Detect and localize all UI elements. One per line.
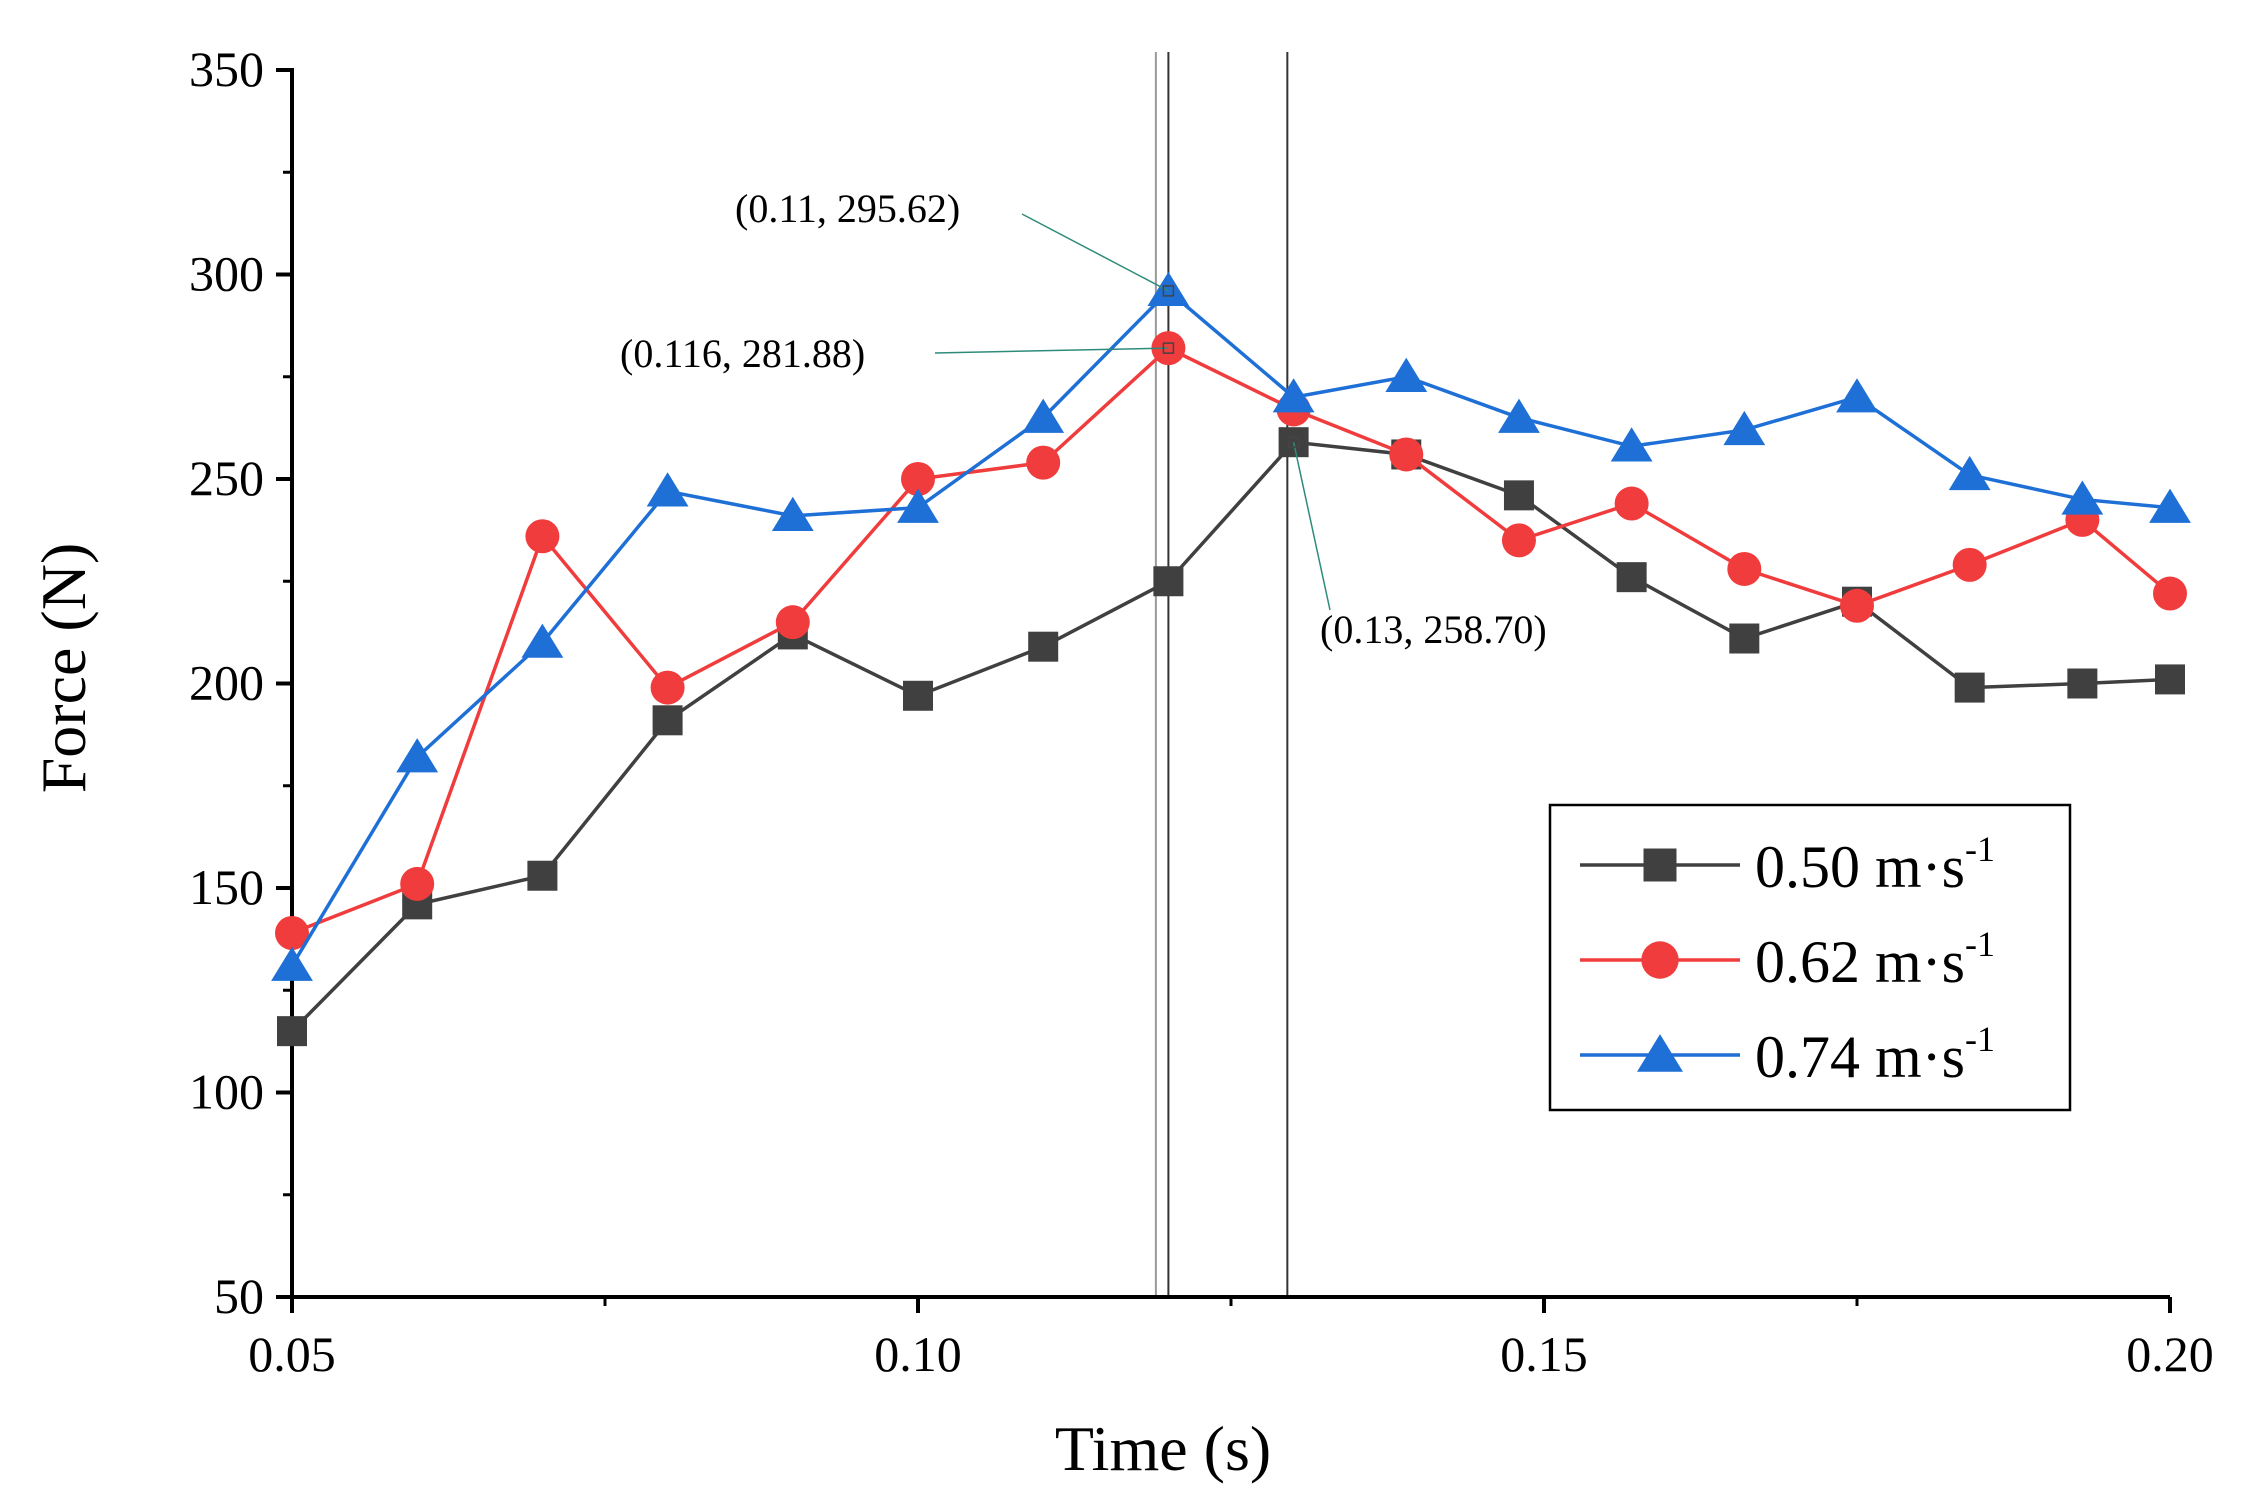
data-point-s2-13 [1836, 378, 1878, 413]
y-tick-label-300: 300 [189, 246, 264, 302]
data-point-s2-5 [897, 488, 939, 523]
data-point-s1-3 [650, 670, 685, 705]
legend-item-1: 0.62 m·s-1 [1580, 924, 1995, 995]
data-point-s2-7 [1147, 271, 1190, 307]
axes: 50 100 150 200 250 300 350 0.05 0.10 0.15 0.20 [189, 41, 2214, 1382]
data-point-s1-10 [1501, 523, 1536, 558]
legend-marker-0 [1643, 848, 1677, 882]
annotation-label-2: (0.13, 258.70) [1320, 607, 1547, 652]
data-point-s0-14 [1954, 672, 1985, 703]
annotation-label-1: (0.116, 281.88) [620, 331, 865, 376]
data-point-s0-15 [2067, 668, 2098, 699]
y-tick-label-350: 350 [189, 41, 264, 97]
data-point-s0-16 [2155, 664, 2185, 695]
y-axis-title: Force (N) [28, 543, 99, 794]
y-tick-label-200: 200 [189, 655, 264, 711]
series-2 [271, 271, 2191, 981]
data-point-s2-8 [1272, 378, 1315, 413]
data-point-s1-14 [1952, 547, 1987, 582]
annotations: (0.11, 295.62) (0.116, 281.88) (0.13, 258.… [620, 186, 1547, 652]
x-tick-label-0.20: 0.20 [2126, 1326, 2214, 1382]
data-point-s1-12 [1727, 551, 1762, 586]
data-point-s0-10 [1503, 480, 1534, 511]
data-point-s2-9 [1385, 357, 1428, 392]
legend-marker-2 [1637, 1034, 1683, 1072]
data-point-s0-2 [527, 860, 558, 891]
y-tick-label-250: 250 [189, 450, 264, 506]
legend-label-superscript-1: -1 [1965, 924, 1995, 964]
data-point-s2-16 [2149, 488, 2191, 523]
legend-box [1548, 803, 2072, 1112]
legend-label-superscript-2: -1 [1965, 1019, 1995, 1059]
data-point-s2-3 [646, 472, 689, 507]
data-point-s1-6 [1026, 445, 1061, 480]
data-point-s2-4 [771, 496, 814, 532]
legend-label-superscript-0: -1 [1965, 829, 1995, 869]
legend-label-2: 0.74 m·s-1 [1755, 1019, 1995, 1090]
data-point-s2-14 [1948, 455, 1991, 491]
data-point-s1-0 [275, 915, 309, 950]
data-point-s1-11 [1614, 486, 1649, 521]
annotation-leader-0 [1021, 213, 1169, 292]
data-point-s1-1 [400, 866, 435, 901]
data-point-s1-5 [901, 462, 935, 496]
data-point-s0-7 [1153, 566, 1184, 597]
legend-item-0: 0.50 m·s-1 [1580, 829, 1995, 900]
x-axis-title: Time (s) [1055, 1413, 1271, 1484]
annotation-leader-2 [1292, 442, 1331, 611]
x-tick-label-0.10: 0.10 [874, 1326, 962, 1382]
data-point-s1-16 [2153, 576, 2187, 611]
legend: 0.50 m·s-1 0.62 m·s-1 0.74 m·s-1 [1548, 803, 2072, 1112]
data-point-s2-11 [1610, 427, 1653, 462]
data-point-s2-2 [521, 623, 564, 658]
data-point-s1-2 [525, 519, 560, 554]
data-point-s2-15 [2061, 480, 2104, 515]
data-point-s1-4 [775, 605, 810, 640]
annotation-label-0: (0.11, 295.62) [735, 186, 960, 231]
reference-lines [1154, 52, 1289, 1297]
data-point-s0-12 [1729, 623, 1760, 654]
data-point-s0-11 [1616, 562, 1647, 593]
y-tick-label-100: 100 [189, 1064, 264, 1120]
annotation-point-1 [1162, 342, 1175, 354]
data-point-s2-12 [1723, 410, 1766, 446]
legend-marker-1 [1641, 941, 1679, 979]
legend-label-0: 0.50 m·s-1 [1755, 829, 1995, 900]
y-tick-label-50: 50 [214, 1268, 264, 1324]
x-tick-label-0.05: 0.05 [248, 1326, 336, 1382]
data-point-s2-0 [271, 946, 313, 981]
series-lines [271, 271, 2191, 1047]
legend-label-1: 0.62 m·s-1 [1755, 924, 1995, 995]
data-point-s2-6 [1022, 398, 1065, 433]
y-tick-label-150: 150 [189, 859, 264, 915]
data-point-s0-3 [652, 705, 683, 736]
annotation-leader-1 [934, 347, 1169, 354]
data-point-s0-5 [903, 680, 933, 711]
data-point-s1-13 [1840, 588, 1874, 623]
data-point-s0-6 [1028, 631, 1059, 662]
data-point-s2-1 [396, 738, 439, 773]
data-point-s2-10 [1498, 398, 1540, 433]
legend-item-2: 0.74 m·s-1 [1580, 1019, 1995, 1090]
annotation-point-0 [1162, 285, 1175, 297]
data-point-s1-9 [1389, 437, 1424, 472]
x-tick-label-0.15: 0.15 [1500, 1326, 1588, 1382]
data-point-s0-0 [277, 1016, 307, 1047]
annotation-point-2 [1287, 436, 1300, 448]
